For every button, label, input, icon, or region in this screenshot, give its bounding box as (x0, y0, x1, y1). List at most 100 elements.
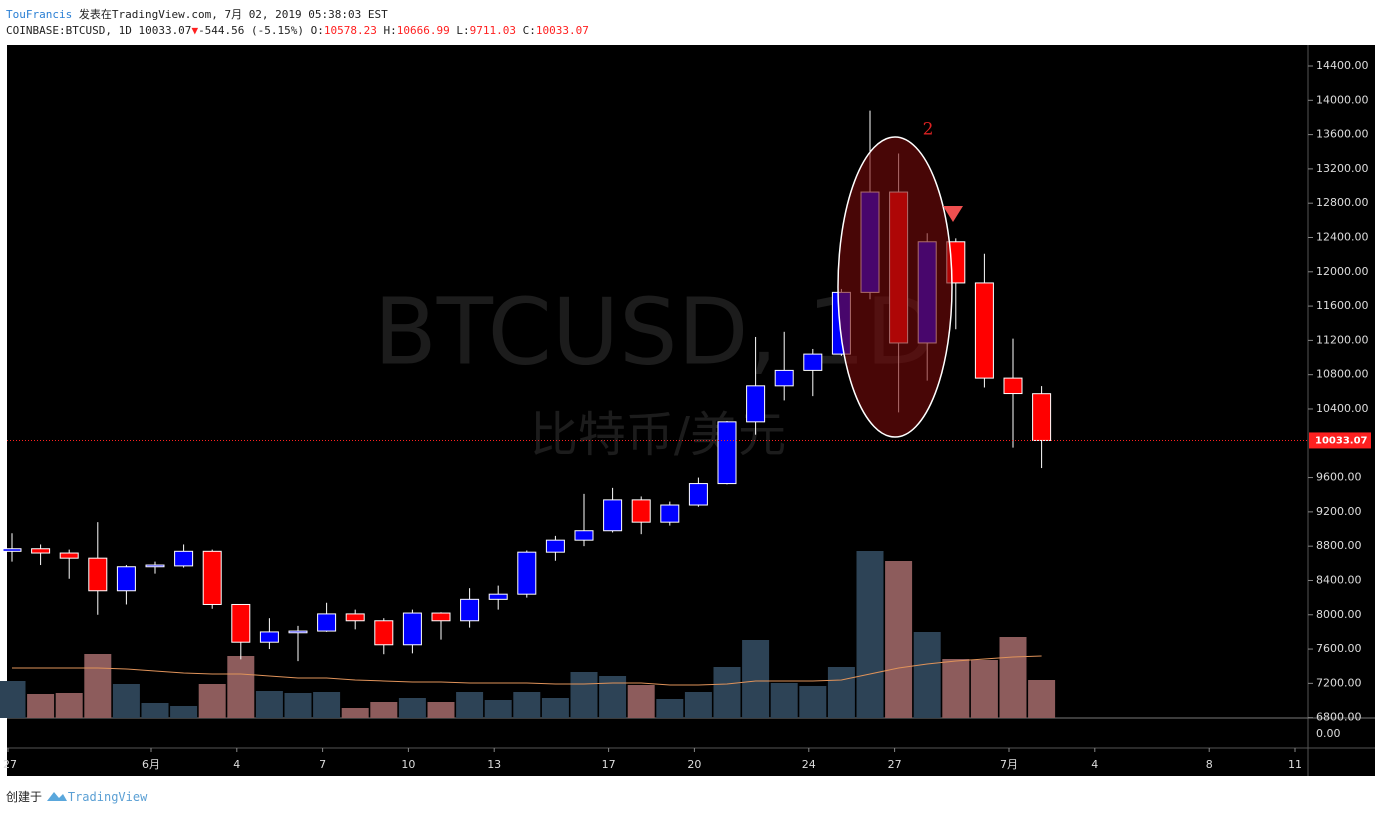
x-tick-label: 20 (687, 758, 701, 771)
candle-body (402, 612, 422, 646)
candle-body (688, 483, 708, 506)
candle-body (545, 539, 565, 553)
y-tick-label: 12400.00 (1316, 230, 1369, 243)
candle-body (317, 613, 337, 632)
last-price-box (1309, 432, 1371, 449)
x-tick-label: 27 (3, 758, 17, 771)
chart-background (7, 45, 1375, 776)
y-tick-label: 14000.00 (1316, 93, 1369, 106)
o-value: 10578.23 (323, 24, 377, 37)
volume-bar (55, 693, 83, 718)
published: 发表在TradingView.com, 7月 02, 2019 05:38:03… (78, 8, 388, 21)
x-tick-label: 13 (487, 758, 501, 771)
candle-body (116, 566, 136, 592)
x-tick-label: 6月 (142, 758, 160, 771)
candle-body (288, 630, 308, 634)
candle-body (174, 550, 194, 567)
y-tick-label: 8000.00 (1316, 608, 1362, 621)
volume-bar (84, 654, 112, 718)
y-tick-label: 13200.00 (1316, 162, 1369, 175)
candle-body (259, 631, 279, 643)
candle-body (460, 598, 480, 622)
volume-bar (885, 561, 913, 718)
x-tick-label: 4 (233, 758, 240, 771)
h-value: 10666.99 (396, 24, 450, 37)
y-tick-label: 8800.00 (1316, 539, 1362, 552)
volume-bar (141, 703, 169, 718)
x-tick-label: 17 (602, 758, 616, 771)
y-tick-label: 12800.00 (1316, 196, 1369, 209)
author[interactable]: TouFrancis (6, 8, 73, 21)
highlight-ellipse (837, 136, 953, 438)
candle-body (2, 548, 22, 552)
volume-bar (713, 667, 741, 718)
volume-bar (770, 683, 798, 718)
brand[interactable]: TradingView (67, 790, 148, 804)
h-label: H: (383, 24, 397, 37)
volume-bar (627, 685, 655, 718)
y-tick-label: 7600.00 (1316, 642, 1362, 655)
candle-body (774, 369, 794, 387)
volume-bar (799, 686, 827, 718)
volume-bar (227, 656, 255, 718)
volume-bar (999, 637, 1027, 718)
y-tick-label: 10400.00 (1316, 402, 1369, 415)
candle-body (1003, 377, 1023, 395)
last-price-label: 10033.07 (1315, 435, 1368, 446)
volume-bar (541, 698, 569, 718)
volume-bar (484, 700, 512, 718)
candle-body (488, 593, 508, 600)
y-tick-label: 14400.00 (1316, 59, 1369, 72)
y-tick-label: 7200.00 (1316, 676, 1362, 689)
candle-body (717, 421, 737, 485)
volume-bar (742, 640, 770, 718)
candle-body (631, 499, 651, 523)
volume-bar (970, 660, 998, 718)
x-tick-label: 7月 (1000, 758, 1018, 771)
volume-bar (0, 681, 26, 718)
y-tick-label: 11600.00 (1316, 299, 1369, 312)
volume-bar (341, 708, 369, 718)
change: -544.56 (-5.15%) (198, 24, 305, 37)
volume-bar (856, 551, 884, 718)
y-tick-label: 13600.00 (1316, 128, 1369, 141)
candle-body (603, 499, 623, 532)
volume-bar (942, 659, 970, 718)
watermark-subtitle: 比特币/美元 (530, 407, 786, 463)
volume-bar (456, 692, 484, 718)
candle-body (1032, 393, 1052, 441)
volume-bar (656, 699, 684, 718)
volume-bar (284, 693, 312, 718)
y-tick-label: 10800.00 (1316, 368, 1369, 381)
candle-body (345, 613, 365, 622)
candle-body (59, 552, 79, 559)
l-value: 9711.03 (469, 24, 516, 37)
c-value: 10033.07 (535, 24, 589, 37)
candle-body (803, 353, 823, 371)
x-tick-label: 4 (1091, 758, 1098, 771)
volume-bar (427, 702, 455, 718)
volume-bar (1028, 680, 1056, 718)
o-label: O: (310, 24, 324, 37)
volume-bar (513, 692, 541, 718)
candle-body (88, 557, 108, 592)
candle-body (374, 620, 394, 646)
volume-bar (599, 676, 627, 718)
candle-body (974, 282, 994, 379)
candle-body (431, 612, 451, 622)
c-label: C: (522, 24, 536, 37)
volume-bar (370, 702, 398, 718)
volume-bar (255, 691, 283, 718)
down-arrow (943, 206, 963, 222)
volume-bar (27, 694, 55, 718)
volume-bar (570, 672, 598, 718)
symbol: COINBASE:BTCUSD, 1D 10033.07 (6, 24, 192, 37)
volume-tick-label: 0.00 (1316, 727, 1341, 740)
annotation: 2 (923, 120, 934, 140)
y-tick-label: 9600.00 (1316, 471, 1362, 484)
candle-body (517, 551, 537, 595)
candle-body (660, 504, 680, 523)
y-tick-label: 12000.00 (1316, 265, 1369, 278)
